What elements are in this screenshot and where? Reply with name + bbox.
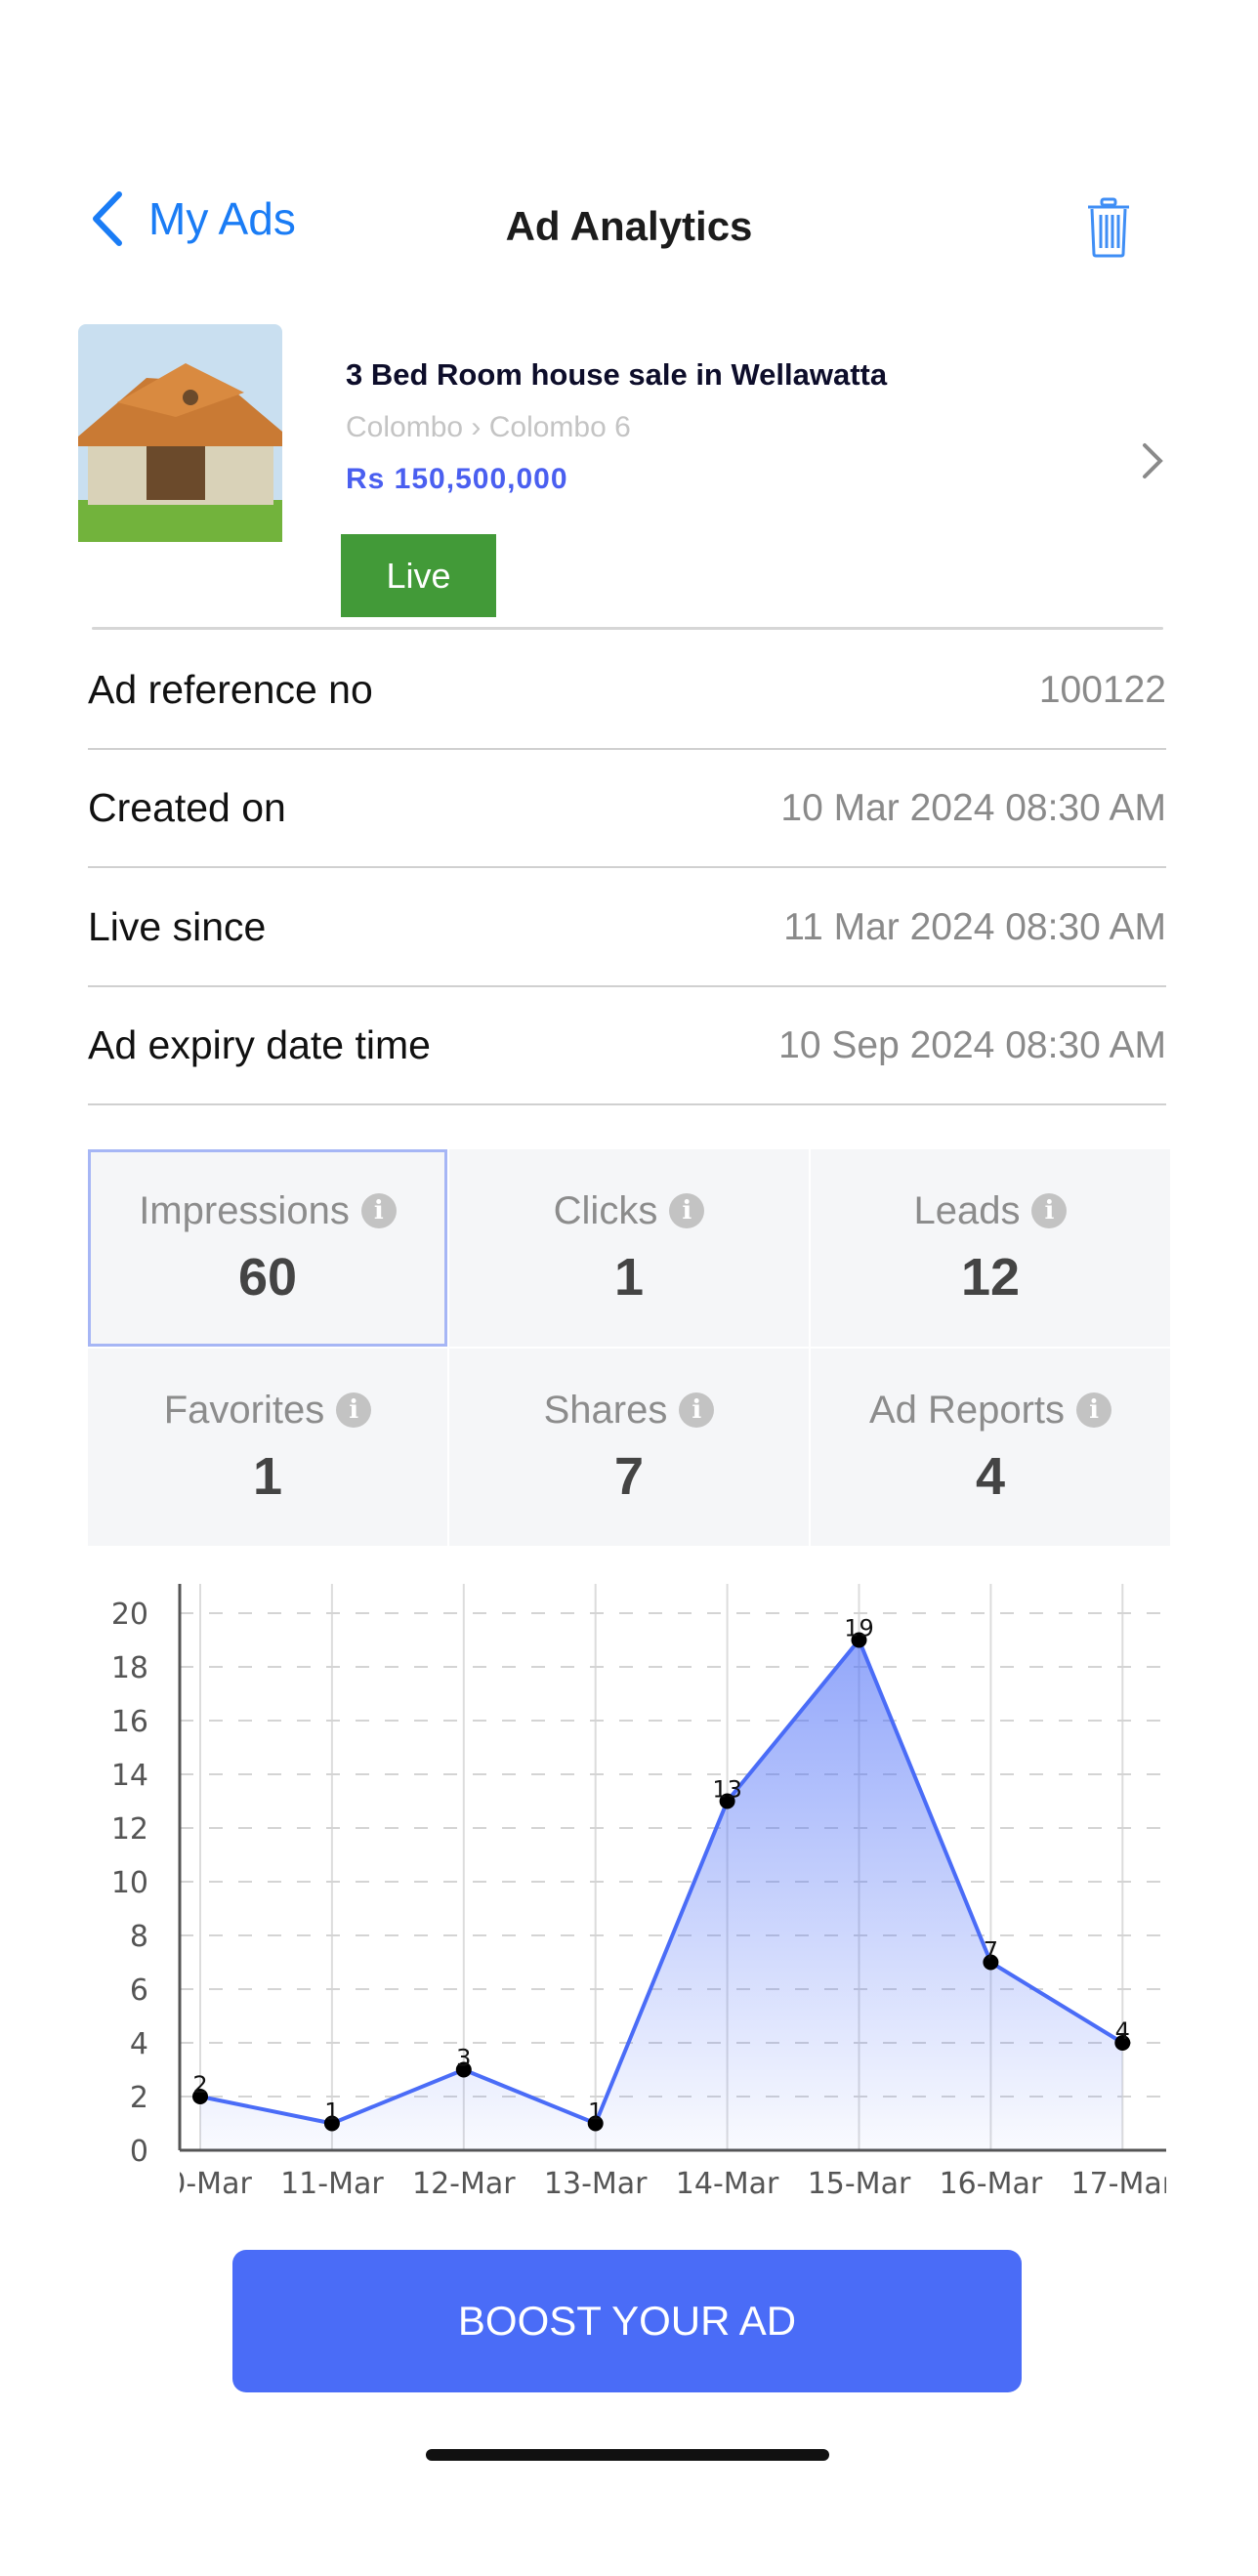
data-point <box>323 2115 340 2132</box>
status-badge: Live <box>341 534 496 617</box>
stat-label: Shares <box>543 1388 668 1432</box>
detail-label: Ad reference no <box>88 667 373 712</box>
detail-row-live-since: Live since 11 Mar 2024 08:30 AM <box>88 869 1166 987</box>
x-tick-label: 13-Mar <box>544 2167 648 2201</box>
x-tick-label: 16-Mar <box>940 2167 1043 2201</box>
data-point <box>1114 2035 1131 2051</box>
data-point <box>455 2061 472 2078</box>
divider <box>92 627 1163 630</box>
detail-row-created: Created on 10 Mar 2024 08:30 AM <box>88 750 1166 868</box>
x-tick-label: 14-Mar <box>676 2167 779 2201</box>
ad-title[interactable]: 3 Bed Room house sale in Wellawatta <box>346 357 888 392</box>
chevron-right-icon[interactable] <box>1141 441 1164 485</box>
y-tick-label: 2 <box>130 2081 148 2115</box>
stat-value: 4 <box>975 1446 1006 1506</box>
stat-impressions[interactable]: Impressions i 60 <box>88 1149 447 1347</box>
ad-price: Rs 150,500,000 <box>346 463 568 495</box>
home-indicator[interactable] <box>426 2449 829 2461</box>
y-tick-label: 16 <box>111 1705 148 1739</box>
info-icon[interactable]: i <box>336 1392 372 1428</box>
info-icon[interactable]: i <box>669 1193 705 1228</box>
x-tick-label: 15-Mar <box>808 2167 911 2201</box>
stat-value: 1 <box>252 1446 283 1506</box>
stat-value: 12 <box>960 1247 1021 1307</box>
data-label: 7 <box>984 1937 998 1965</box>
y-tick-label: 4 <box>130 2027 148 2061</box>
stat-label: Ad Reports <box>868 1388 1066 1432</box>
y-tick-label: 20 <box>111 1598 148 1632</box>
y-tick-label: 0 <box>130 2135 148 2169</box>
y-tick-label: 18 <box>111 1651 148 1685</box>
stat-label: Clicks <box>553 1188 658 1232</box>
boost-ad-button[interactable]: BOOST YOUR AD <box>232 2250 1022 2392</box>
y-tick-label: 6 <box>130 1974 148 2008</box>
detail-value: 10 Sep 2024 08:30 AM <box>778 1023 1166 1066</box>
data-label: 13 <box>712 1776 742 1804</box>
detail-label: Ad expiry date time <box>88 1022 431 1067</box>
detail-row-reference: Ad reference no 100122 <box>88 632 1166 750</box>
y-tick-label: 8 <box>130 1920 148 1954</box>
stat-favorites[interactable]: Favorites i 1 <box>88 1349 447 1546</box>
y-tick-label: 12 <box>111 1812 148 1847</box>
stat-leads[interactable]: Leads i 12 <box>811 1149 1170 1347</box>
y-tick-label: 10 <box>111 1866 148 1900</box>
info-icon[interactable]: i <box>679 1392 715 1428</box>
data-point <box>192 2089 208 2104</box>
area-fill <box>200 1640 1123 2150</box>
stat-clicks[interactable]: Clicks i 1 <box>449 1149 809 1347</box>
x-tick-label: 10-Mar <box>148 2167 252 2201</box>
stat-shares[interactable]: Shares i 7 <box>449 1349 809 1546</box>
data-point <box>719 1793 735 1809</box>
y-tick-label: 14 <box>111 1759 148 1793</box>
data-point <box>851 1632 867 1648</box>
stat-value: 7 <box>613 1446 645 1506</box>
data-label: 1 <box>588 2098 603 2126</box>
trash-icon[interactable] <box>1086 197 1131 263</box>
detail-row-expiry: Ad expiry date time 10 Sep 2024 08:30 AM <box>88 987 1166 1105</box>
chevron-left-icon <box>93 191 122 246</box>
back-button[interactable]: My Ads <box>90 190 296 247</box>
info-icon[interactable]: i <box>1076 1392 1112 1428</box>
detail-value: 100122 <box>1038 668 1166 711</box>
stat-label: Favorites <box>163 1388 325 1432</box>
data-label: 2 <box>192 2071 207 2098</box>
detail-value: 11 Mar 2024 08:30 AM <box>783 905 1166 948</box>
stats-grid: Impressions i 60 Clicks i 1 Leads i 12 Favorit… <box>88 1149 1170 1546</box>
detail-value: 10 Mar 2024 08:30 AM <box>780 786 1166 829</box>
ad-location: Colombo › Colombo 6 <box>346 411 631 443</box>
stat-value: 1 <box>613 1247 645 1307</box>
data-point <box>587 2115 604 2132</box>
info-icon[interactable]: i <box>360 1193 397 1228</box>
x-tick-label: 11-Mar <box>280 2167 384 2201</box>
data-point <box>983 1954 999 1971</box>
data-label: 19 <box>844 1615 874 1642</box>
data-label: 3 <box>456 2045 471 2072</box>
info-icon[interactable]: i <box>1031 1193 1068 1228</box>
stat-value: 60 <box>237 1247 298 1307</box>
data-label: 4 <box>1115 2017 1130 2045</box>
back-label: My Ads <box>148 193 296 244</box>
x-tick-label: 12-Mar <box>412 2167 516 2201</box>
ad-thumbnail[interactable] <box>78 324 282 542</box>
stat-label: Leads <box>913 1188 1021 1232</box>
stat-ad-reports[interactable]: Ad Reports i 4 <box>811 1349 1170 1546</box>
x-tick-label: 17-Mar <box>1070 2167 1174 2201</box>
series-line <box>199 1636 1124 2127</box>
detail-label: Created on <box>88 785 286 830</box>
stat-label: Impressions <box>139 1188 350 1232</box>
detail-label: Live since <box>88 904 267 949</box>
data-label: 1 <box>324 2098 339 2126</box>
